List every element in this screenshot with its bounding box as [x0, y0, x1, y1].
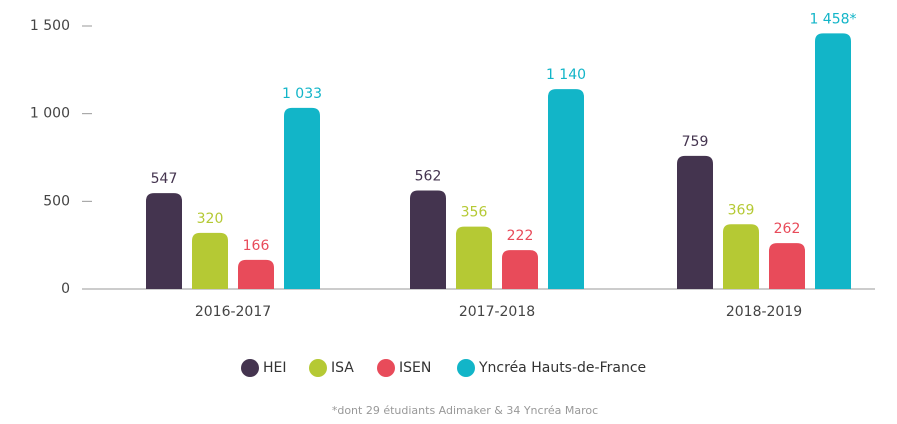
- bar: [769, 243, 805, 289]
- bar: [815, 33, 851, 289]
- bar: [410, 190, 446, 289]
- value-label: 1 458*: [809, 11, 856, 27]
- legend-label: ISA: [331, 360, 354, 376]
- value-label: 1 033: [282, 86, 322, 102]
- value-label: 262: [774, 221, 801, 237]
- value-label: 356: [461, 205, 488, 221]
- value-label: 222: [507, 228, 534, 244]
- y-tick-label: 0: [61, 281, 70, 297]
- bar: [284, 107, 320, 289]
- value-label: 320: [197, 211, 224, 227]
- bar: [548, 89, 584, 290]
- x-tick-label: 2017-2018: [459, 304, 535, 320]
- x-tick-label: 2018-2019: [726, 304, 802, 320]
- value-label: 759: [682, 134, 709, 150]
- value-label: 562: [415, 168, 442, 184]
- bar: [192, 232, 228, 289]
- y-tick-label: 1 000: [30, 106, 70, 122]
- y-tick-label: 500: [43, 193, 70, 209]
- y-tick-label: 1 500: [30, 18, 70, 34]
- legend-swatch: [457, 359, 475, 377]
- legend-label: Yncréa Hauts-de-France: [478, 360, 646, 376]
- x-tick-label: 2016-2017: [195, 304, 271, 320]
- legend-swatch: [309, 359, 327, 377]
- value-label: 369: [728, 202, 755, 218]
- footnote: *dont 29 étudiants Adimaker & 34 Yncréa …: [332, 404, 598, 417]
- value-label: 547: [151, 171, 178, 187]
- bar: [238, 259, 274, 289]
- value-label: 1 140: [546, 67, 586, 83]
- value-label: 166: [243, 238, 270, 254]
- legend-swatch: [377, 359, 395, 377]
- bar: [677, 155, 713, 289]
- legend-label: ISEN: [399, 360, 431, 376]
- bar: [502, 250, 538, 289]
- bar: [456, 226, 492, 289]
- bar: [146, 193, 182, 289]
- bar: [723, 224, 759, 289]
- legend-swatch: [241, 359, 259, 377]
- legend-label: HEI: [263, 360, 287, 376]
